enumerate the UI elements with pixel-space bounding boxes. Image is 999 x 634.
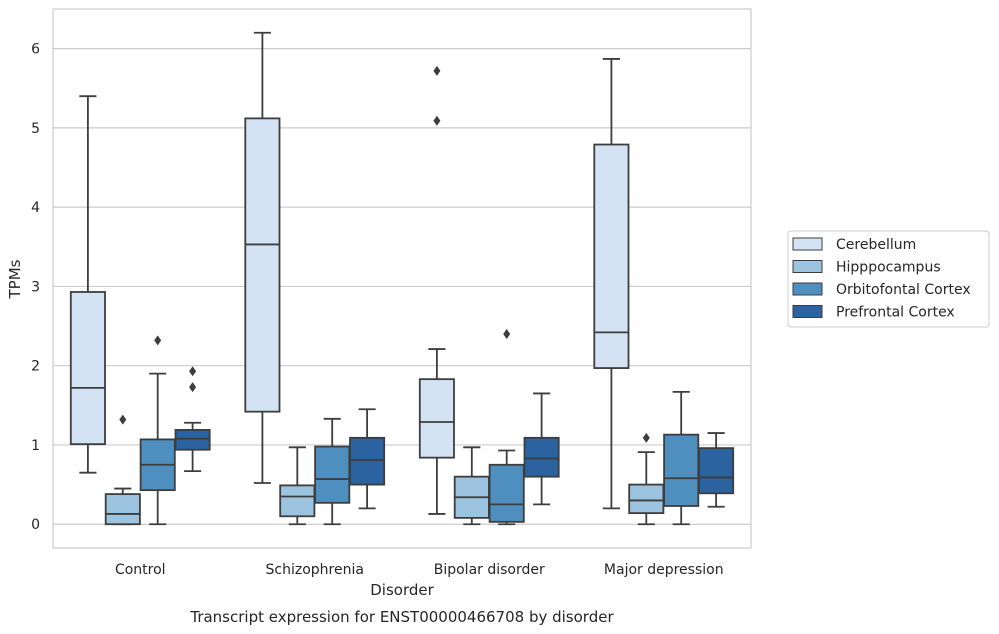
box-cerebellum bbox=[593, 58, 630, 510]
y-tick-label: 6 bbox=[31, 42, 40, 58]
x-axis-label: Disorder bbox=[370, 581, 434, 599]
outlier-point bbox=[433, 115, 441, 126]
y-axis-label: TPMs bbox=[6, 259, 24, 299]
y-tick-label: 1 bbox=[31, 438, 40, 454]
outlier-point bbox=[503, 328, 511, 339]
y-tick-label: 3 bbox=[31, 279, 40, 295]
box-cerebellum bbox=[69, 95, 106, 474]
legend-label: Cerebellum bbox=[836, 237, 916, 253]
legend-frame bbox=[787, 230, 990, 328]
legend-swatch bbox=[792, 237, 823, 251]
box-prefrontal-cortex bbox=[698, 432, 735, 508]
box-cerebellum bbox=[244, 31, 281, 484]
box-hipppocampus bbox=[453, 446, 490, 526]
box-iqr bbox=[488, 463, 525, 523]
box-iqr bbox=[349, 436, 386, 486]
box-cerebellum bbox=[418, 65, 455, 515]
box-iqr bbox=[418, 378, 455, 459]
box-iqr bbox=[104, 493, 141, 526]
legend-label: Hipppocampus bbox=[836, 260, 941, 276]
outlier-point bbox=[433, 65, 441, 76]
legend-label: Prefrontal Cortex bbox=[836, 305, 955, 321]
box-iqr bbox=[244, 117, 281, 413]
outlier-point bbox=[154, 335, 162, 346]
x-tick-label: Schizophrenia bbox=[266, 562, 364, 578]
x-tick-label: Control bbox=[115, 562, 166, 578]
box-iqr bbox=[698, 447, 735, 495]
boxes bbox=[69, 31, 735, 526]
outlier-point bbox=[119, 414, 127, 425]
legend: Cerebellum Hipppocampus Orbitofontal Corte… bbox=[787, 230, 990, 328]
box-prefrontal-cortex bbox=[523, 392, 560, 506]
box-hipppocampus bbox=[279, 446, 316, 526]
box-orbitofontal-cortex bbox=[139, 335, 176, 526]
legend-label: Orbitofontal Cortex bbox=[836, 282, 971, 298]
box-iqr bbox=[523, 436, 560, 478]
chart-caption: Transcript expression for ENST0000046670… bbox=[189, 608, 614, 626]
x-tick-label: Bipolar disorder bbox=[434, 562, 545, 578]
box-hipppocampus bbox=[104, 414, 141, 526]
box-orbitofontal-cortex bbox=[663, 390, 700, 526]
outlier-point bbox=[642, 432, 650, 443]
box-iqr bbox=[279, 484, 316, 518]
box-iqr bbox=[174, 428, 211, 451]
box-iqr bbox=[628, 483, 665, 515]
legend-swatch bbox=[792, 282, 823, 296]
y-tick-labels: 0 1 2 3 4 5 6 bbox=[31, 42, 40, 534]
x-tick-labels: Control Schizophrenia Bipolar disorder Majo… bbox=[115, 562, 724, 578]
outlier-point bbox=[189, 366, 197, 377]
box-iqr bbox=[69, 291, 106, 446]
legend-swatch bbox=[792, 260, 823, 273]
box-orbitofontal-cortex bbox=[488, 328, 525, 526]
outlier-point bbox=[189, 382, 197, 393]
box-iqr bbox=[314, 445, 351, 504]
box-iqr bbox=[663, 433, 700, 507]
y-tick-label: 4 bbox=[31, 200, 40, 216]
box-prefrontal-cortex bbox=[174, 366, 211, 473]
legend-swatch bbox=[792, 305, 823, 318]
x-tick-label: Major depression bbox=[604, 562, 724, 578]
y-tick-label: 2 bbox=[31, 359, 40, 375]
y-tick-label: 0 bbox=[31, 517, 40, 533]
box-iqr bbox=[593, 143, 630, 369]
box-prefrontal-cortex bbox=[349, 408, 386, 510]
y-tick-label: 5 bbox=[31, 121, 40, 137]
